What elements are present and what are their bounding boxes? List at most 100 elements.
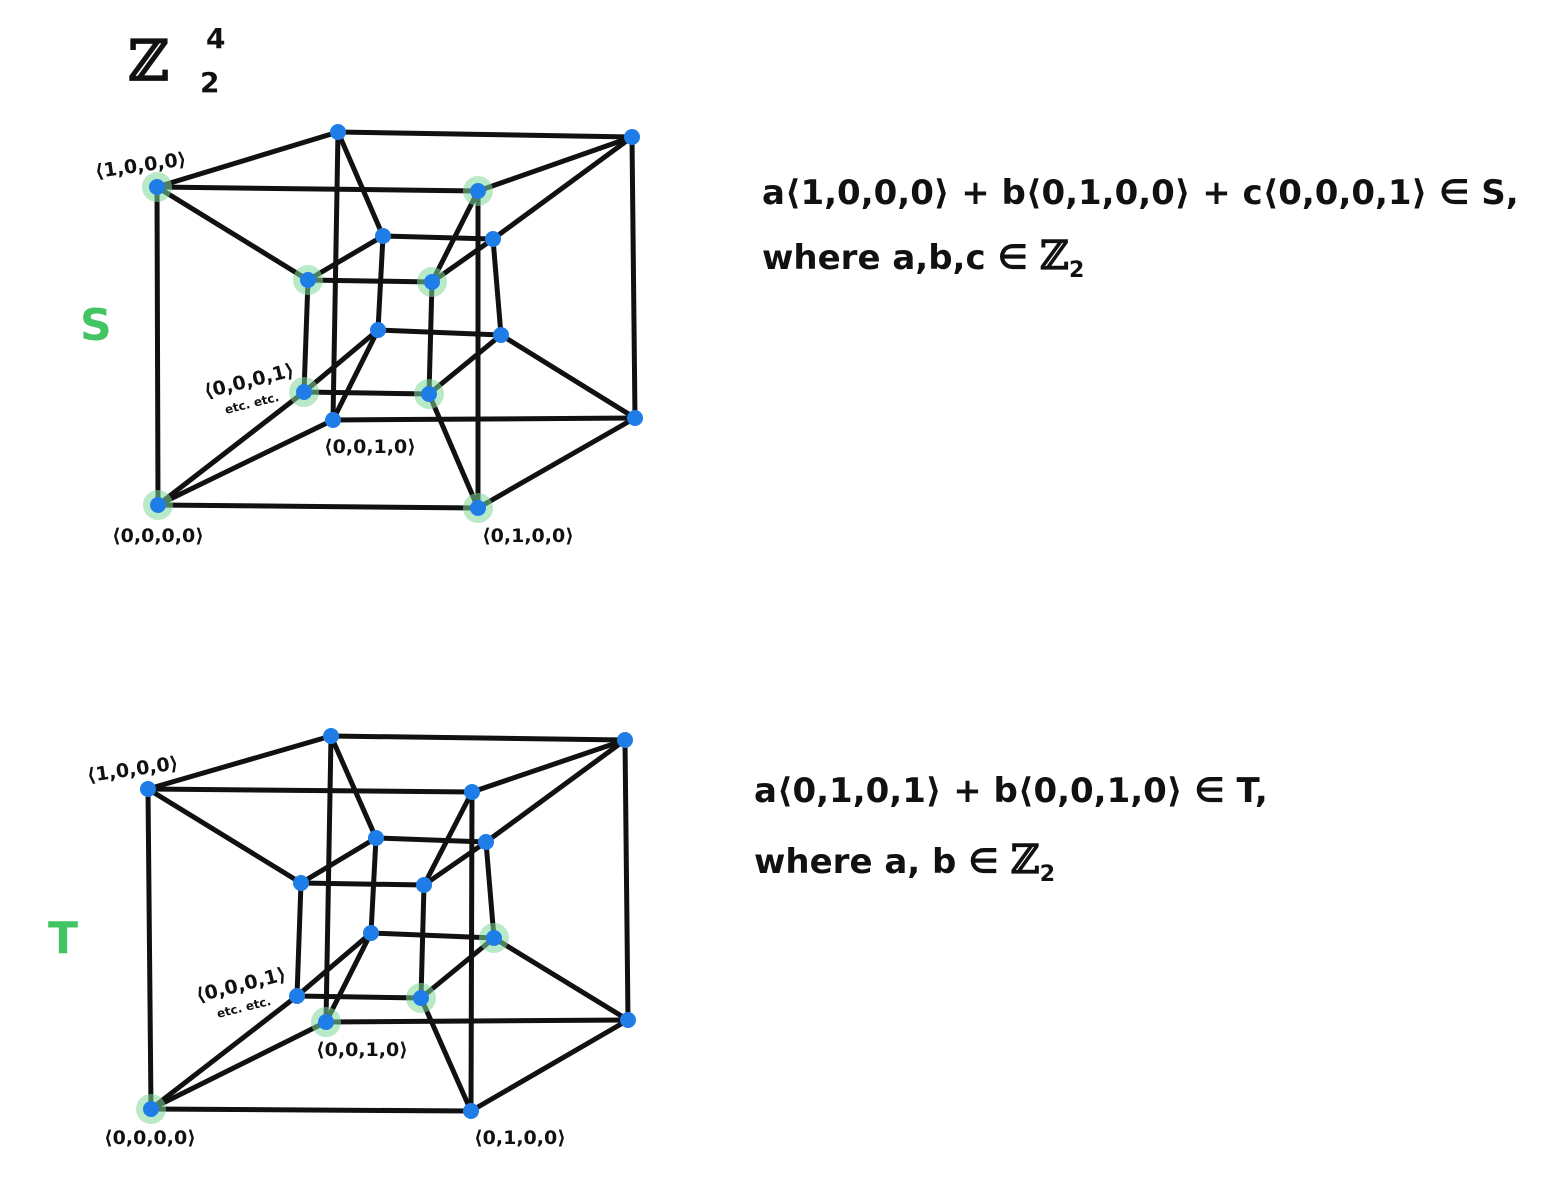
edge-0111-1111 bbox=[483, 839, 497, 941]
expression-t-line1: a⟨0,1,0,1⟩ + b⟨0,0,1,0⟩ ∈ T, bbox=[754, 771, 1268, 811]
edge-0110-1110 bbox=[629, 134, 638, 421]
edge-0000-0001 bbox=[155, 389, 307, 508]
edge-0001-0101 bbox=[301, 389, 432, 397]
vertex-1111 bbox=[485, 231, 501, 247]
edge-0000-0001 bbox=[148, 993, 300, 1112]
vertex-0010 bbox=[325, 412, 341, 428]
vertex-0001 bbox=[296, 384, 312, 400]
vertex-0101 bbox=[413, 990, 429, 1006]
edge-0000-0100 bbox=[155, 502, 481, 511]
edge-0110-0111 bbox=[491, 935, 631, 1023]
edge-0010-0011 bbox=[330, 327, 381, 423]
vertex-1100 bbox=[470, 183, 486, 199]
vertex-1101 bbox=[416, 877, 432, 893]
vertex-label-0100: ⟨0,1,0,0⟩ bbox=[482, 525, 574, 547]
edge-0101-0111 bbox=[426, 332, 504, 397]
edge-0111-1111 bbox=[490, 236, 504, 338]
vertex-label-0000-t: ⟨0,0,0,0⟩ bbox=[104, 1127, 196, 1149]
edge-1000-1010 bbox=[145, 733, 334, 792]
vertex-1010 bbox=[330, 124, 346, 140]
edge-1011-1111 bbox=[380, 233, 496, 242]
edge-0000-0010 bbox=[155, 417, 336, 508]
edge-1100-1110 bbox=[469, 737, 628, 795]
hypercube-t: T ⟨1,0,0,0⟩ ⟨0,0,0,0⟩ ⟨0,1,0,0⟩ ⟨0,0,1,0… bbox=[48, 728, 636, 1149]
group-superscript: 4 bbox=[206, 22, 225, 55]
edge-0001-1001 bbox=[294, 880, 304, 999]
edge-1010-1110 bbox=[335, 129, 635, 140]
vertex-0110 bbox=[627, 410, 643, 426]
vertex-0111 bbox=[493, 327, 509, 343]
edge-0011-0111 bbox=[375, 327, 504, 338]
edge-1001-1101 bbox=[298, 880, 427, 888]
edge-1000-1100 bbox=[154, 184, 481, 194]
expression-t-field-sub: 2 bbox=[1039, 861, 1056, 887]
edge-1101-1111 bbox=[421, 839, 489, 888]
vertex-1001 bbox=[300, 272, 316, 288]
edge-1000-1010 bbox=[154, 129, 341, 190]
edge-0100-1100 bbox=[468, 789, 475, 1114]
edge-0010-1010 bbox=[330, 129, 341, 423]
expression-s-line1: a⟨1,0,0,0⟩ + b⟨0,1,0,0⟩ + c⟨0,0,0,1⟩ ∈ S… bbox=[762, 173, 1519, 213]
edge-1010-1110 bbox=[328, 733, 628, 743]
vertex-1110 bbox=[624, 129, 640, 145]
edge-1010-1011 bbox=[328, 733, 379, 841]
vertex-1000 bbox=[140, 781, 156, 797]
vertex-label-1000: ⟨1,0,0,0⟩ bbox=[94, 148, 188, 183]
edge-1001-1101 bbox=[305, 277, 435, 285]
vertex-0000 bbox=[150, 497, 166, 513]
edge-1000-1100 bbox=[145, 786, 475, 795]
vertex-1011 bbox=[375, 228, 391, 244]
edge-0100-0110 bbox=[475, 415, 638, 511]
edge-0100-0101 bbox=[418, 995, 474, 1114]
vertex-0011 bbox=[363, 925, 379, 941]
edge-1100-1101 bbox=[421, 789, 475, 888]
expression-s-field: ℤ bbox=[1039, 232, 1069, 279]
vertex-label-0100-t: ⟨0,1,0,0⟩ bbox=[474, 1127, 566, 1149]
edge-0100-0110 bbox=[468, 1017, 631, 1114]
vertex-0100 bbox=[470, 500, 486, 516]
vertex-1101 bbox=[424, 274, 440, 290]
edge-0011-0111 bbox=[368, 930, 497, 941]
edge-1000-1001 bbox=[154, 184, 311, 283]
vertex-0101 bbox=[421, 386, 437, 402]
vertex-0011 bbox=[370, 322, 386, 338]
edge-0010-0110 bbox=[323, 1017, 631, 1025]
edge-0010-0011 bbox=[323, 930, 374, 1025]
edge-1110-1111 bbox=[490, 134, 635, 242]
vertex-0110 bbox=[620, 1012, 636, 1028]
edge-0101-1101 bbox=[418, 882, 427, 1001]
edge-0011-1011 bbox=[375, 233, 386, 333]
set-label-t: T bbox=[48, 913, 78, 964]
hypercube-t-vertices bbox=[140, 728, 636, 1119]
edge-0011-1011 bbox=[368, 835, 379, 936]
edge-0010-1010 bbox=[323, 733, 334, 1025]
edge-0001-1001 bbox=[301, 277, 311, 395]
hypercube-s-highlights bbox=[142, 172, 493, 523]
edge-1010-1011 bbox=[335, 129, 386, 239]
expression-t-field: ℤ bbox=[1010, 836, 1040, 883]
vertex-1001 bbox=[293, 875, 309, 891]
edge-0001-0011 bbox=[294, 930, 374, 999]
edge-0001-0101 bbox=[294, 993, 424, 1001]
edge-1001-1011 bbox=[298, 835, 379, 886]
vertex-0111 bbox=[486, 930, 502, 946]
expression-s-field-sub: 2 bbox=[1068, 257, 1085, 283]
group-symbol: ℤ bbox=[128, 28, 169, 94]
edge-1110-1111 bbox=[483, 737, 628, 845]
expression-s-line2: where a,b,c ∈ ℤ2 bbox=[762, 236, 1084, 282]
edge-0010-0110 bbox=[330, 415, 638, 423]
set-label-s: S bbox=[80, 300, 112, 351]
edge-0000-0100 bbox=[148, 1106, 474, 1114]
expression-s-where: where a,b,c ∈ bbox=[762, 238, 1040, 278]
edge-0001-0011 bbox=[301, 327, 381, 395]
edge-0110-1110 bbox=[622, 737, 631, 1023]
edge-0110-0111 bbox=[498, 332, 638, 421]
group-subscript: 2 bbox=[200, 66, 219, 99]
edge-0100-0101 bbox=[426, 391, 481, 511]
vertex-1000 bbox=[149, 179, 165, 195]
vertex-1100 bbox=[464, 784, 480, 800]
edge-0101-0111 bbox=[418, 935, 497, 1001]
vertex-1110 bbox=[617, 732, 633, 748]
edge-1100-1101 bbox=[429, 188, 481, 285]
